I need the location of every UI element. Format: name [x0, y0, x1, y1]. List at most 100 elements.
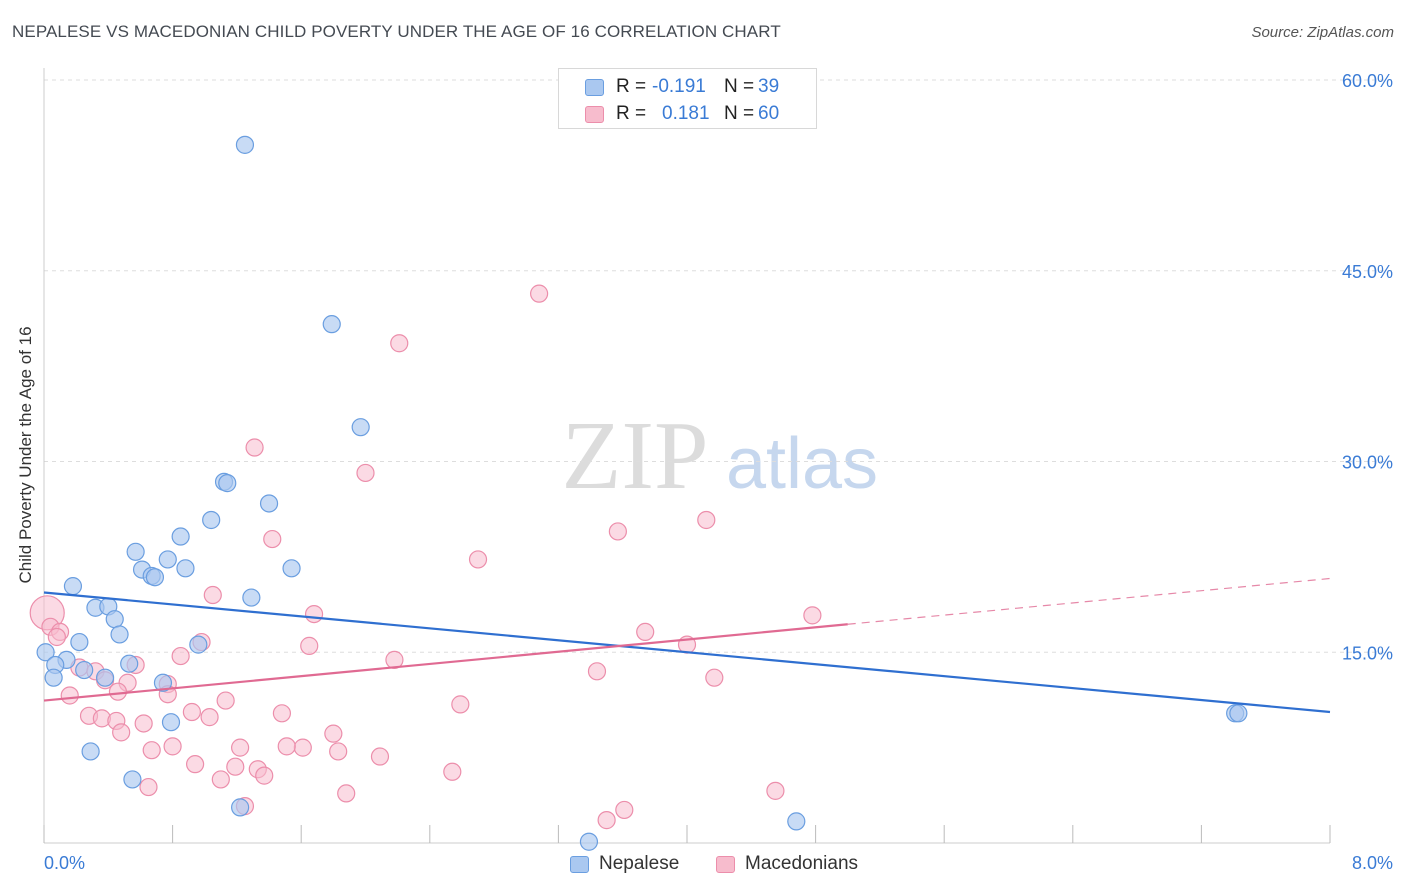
macedonians-point [636, 622, 655, 642]
macedonians-point [182, 702, 201, 722]
nepalese-point [95, 668, 115, 687]
macedonians-point [142, 741, 161, 760]
macedonians-point [263, 529, 282, 549]
macedonians-point [329, 742, 348, 761]
macedonians-point [134, 714, 153, 733]
macedonians-points [29, 284, 822, 830]
macedonians-point [108, 682, 128, 701]
y-tick-labels: 15.0% 30.0% 45.0% 60.0% [1342, 71, 1393, 663]
nepalese-point [63, 577, 83, 596]
nepalese-point [259, 494, 279, 513]
macedonians-point [468, 550, 488, 569]
macedonians-point [608, 522, 627, 541]
macedonians-point [390, 334, 409, 353]
macedonians-point [587, 662, 607, 681]
nepalese-point [235, 135, 255, 154]
macedonians-point [171, 646, 190, 666]
macedonians-point [186, 755, 205, 774]
macedonians-swatch [716, 855, 735, 873]
nepalese-point [120, 654, 139, 673]
legend: R = -0.191 N = 39 R = 0.181 N = 60 [558, 68, 817, 129]
legend-row-nepalese: R = -0.191 N = 39 [585, 75, 779, 99]
y-tick-label: 30.0% [1342, 453, 1393, 473]
nepalese-point [351, 418, 370, 437]
macedonians-point [304, 604, 324, 624]
macedonians-point [211, 770, 230, 789]
macedonians-point [163, 737, 182, 756]
nepalese-point [44, 668, 63, 687]
nepalese-point [202, 510, 221, 530]
nepalese-trend-line [43, 591, 1331, 714]
watermark-zip: ZIP [562, 402, 709, 510]
macedonians-point [803, 606, 822, 625]
macedonians-point [226, 757, 245, 776]
nepalese-point [231, 798, 250, 817]
watermark-atlas: atlas [726, 424, 878, 504]
nepalese-point [242, 588, 261, 607]
macedonians-point [200, 708, 219, 727]
macedonians-point [337, 784, 356, 803]
macedonians-point [203, 585, 222, 605]
macedonians-point [245, 438, 264, 457]
macedonians-point [112, 723, 131, 742]
nepalese-point [123, 770, 142, 789]
legend-n-value: 39 [758, 76, 780, 97]
macedonians-point [277, 737, 296, 756]
nepalese-point [75, 660, 94, 680]
macedonians-point [255, 766, 274, 785]
legend-r-value: -0.191 [652, 76, 706, 97]
nepalese-point [189, 635, 208, 654]
nepalese-point [171, 527, 190, 546]
x-tick-labels: 0.0% 8.0% [44, 853, 1393, 873]
x-tick-label: 0.0% [44, 853, 85, 873]
macedonians-point [615, 800, 634, 820]
macedonians-point [231, 738, 250, 757]
legend-n-label: N = [724, 76, 755, 97]
y-tick-label: 45.0% [1342, 262, 1393, 282]
macedonians-point [697, 510, 716, 530]
nepalese-swatch [570, 855, 589, 873]
bottom-legend-nepalese: Nepalese [570, 852, 679, 876]
legend-r-label: R = [616, 76, 647, 97]
watermark: ZIP atlas [562, 402, 879, 510]
macedonians-point [451, 695, 470, 714]
nepalese-point [579, 832, 599, 851]
nepalese-swatch [585, 78, 604, 96]
macedonians-point [300, 636, 319, 655]
nepalese-point [1229, 704, 1248, 723]
chart-title: NEPALESE VS MACEDONIAN CHILD POVERTY UND… [12, 22, 781, 41]
macedonians-point [530, 284, 549, 303]
nepalese-point [81, 742, 100, 761]
legend-row-macedonians: R = 0.181 N = 60 [585, 102, 779, 126]
nepalese-point [105, 610, 124, 629]
macedonians-point [705, 668, 724, 687]
macedonians-point [324, 724, 343, 743]
macedonians-point [47, 627, 66, 647]
y-tick-label: 15.0% [1342, 643, 1393, 663]
nepalese-point [161, 713, 181, 732]
y-tick-label: 60.0% [1342, 71, 1393, 91]
legend-n-label: N = [724, 103, 755, 124]
nepalese-point [145, 568, 165, 587]
macedonians-point [766, 781, 785, 800]
macedonians-point [272, 704, 292, 723]
macedonians-swatch [585, 105, 604, 123]
macedonians-point [60, 686, 79, 705]
nepalese-point [787, 812, 806, 831]
nepalese-point [153, 673, 173, 692]
macedonians-trend-line [43, 623, 848, 702]
x-tick-label: 8.0% [1352, 853, 1393, 873]
nepalese-point [158, 550, 177, 569]
nepalese-point [218, 474, 237, 493]
macedonians-point [356, 463, 375, 483]
legend-n-value: 60 [758, 103, 780, 124]
bottom-legend-label: Nepalese [599, 853, 680, 874]
bottom-legend-label: Macedonians [745, 853, 859, 874]
axes [43, 68, 1331, 844]
nepalese-point [282, 559, 301, 578]
nepalese-point [322, 315, 341, 334]
macedonians-trend-extension [847, 577, 1331, 625]
macedonians-point [597, 811, 616, 830]
nepalese-point [110, 625, 129, 644]
